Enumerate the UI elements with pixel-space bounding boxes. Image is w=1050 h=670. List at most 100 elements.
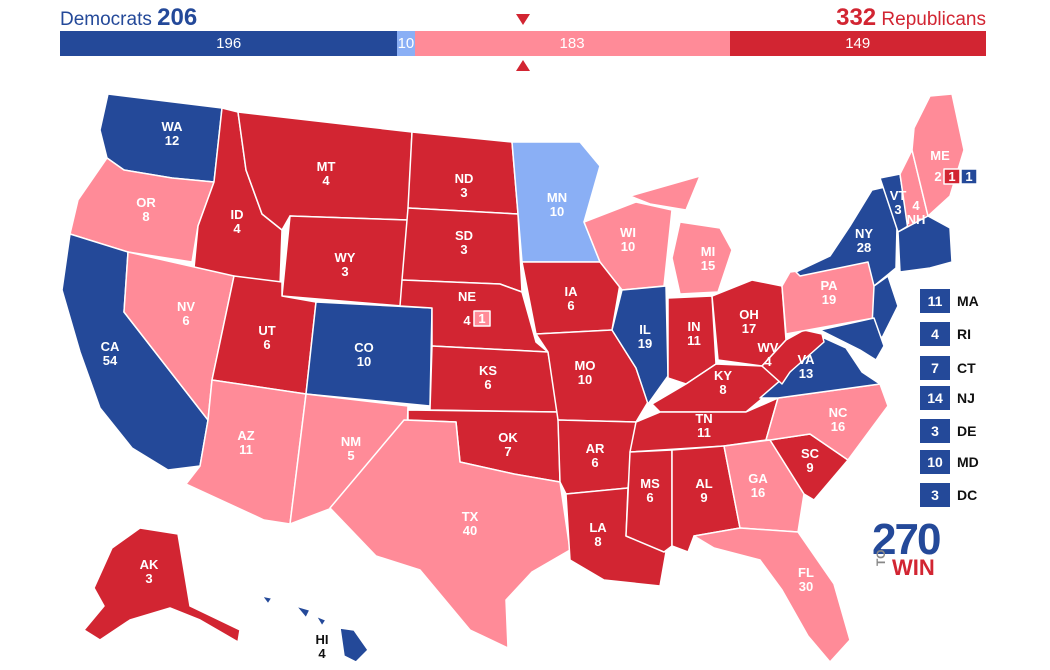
label-me-district-1: 1 xyxy=(948,169,955,184)
democrats-label: Democrats xyxy=(60,9,152,30)
label-az: AZ 11 xyxy=(237,428,254,457)
state-fl[interactable] xyxy=(693,527,851,663)
electoral-vote-bar: 196 10 183 149 xyxy=(60,31,986,56)
small-state-md[interactable]: 10 MD xyxy=(920,450,979,474)
state-abbr: RI xyxy=(957,326,971,342)
label-tx: TX 40 xyxy=(462,509,479,538)
270towin-logo[interactable]: 270 TO WIN xyxy=(872,515,941,580)
label-co: CO 10 xyxy=(354,340,374,369)
label-la: LA 8 xyxy=(589,520,607,549)
ev-box: 3 xyxy=(920,419,950,443)
logo-win: WIN xyxy=(892,555,935,580)
label-mn: MN 10 xyxy=(547,190,567,219)
small-state-dc[interactable]: 3 DC xyxy=(920,483,977,507)
democrats-total: 206 xyxy=(157,4,198,31)
bar-segment-safe-r[interactable]: 149 xyxy=(729,31,986,56)
label-ne: NE 4 xyxy=(458,289,476,328)
state-mi[interactable] xyxy=(629,175,733,295)
state-or[interactable] xyxy=(69,157,215,263)
state-abbr: MD xyxy=(957,454,979,470)
small-state-ma[interactable]: 11 MA xyxy=(920,289,979,313)
bar-segment-lean-d[interactable]: 10 xyxy=(397,31,415,56)
maine-district-1-box[interactable] xyxy=(943,168,961,185)
label-nv: NV 6 xyxy=(177,299,195,328)
small-state-ct[interactable]: 7 CT xyxy=(920,356,976,380)
label-ga: GA 16 xyxy=(748,471,768,500)
state-abbr: NJ xyxy=(957,390,975,406)
small-state-nj[interactable]: 14 NJ xyxy=(920,386,975,410)
ev-box: 10 xyxy=(920,450,950,474)
threshold-marker-top xyxy=(516,14,530,25)
label-wa: WA 12 xyxy=(162,119,184,148)
label-sc: SC 9 xyxy=(801,446,820,475)
bar-segment-lean-r[interactable]: 183 xyxy=(414,31,730,56)
label-in: IN 11 xyxy=(687,319,701,348)
label-mt: MT 4 xyxy=(317,159,336,188)
state-hi[interactable] xyxy=(261,595,369,663)
state-md-de[interactable] xyxy=(819,317,885,361)
state-abbr: CT xyxy=(957,360,976,376)
label-ks: KS 6 xyxy=(479,363,497,392)
ev-box: 4 xyxy=(920,322,950,346)
label-nd: ND 3 xyxy=(455,171,474,200)
label-or: OR 8 xyxy=(136,195,156,224)
small-state-de[interactable]: 3 DE xyxy=(920,419,976,443)
label-ne-district: 1 xyxy=(478,311,485,326)
state-ak[interactable] xyxy=(83,527,241,643)
label-al: AL 9 xyxy=(695,476,712,505)
label-hi: HI 4 xyxy=(316,632,329,661)
label-nh: 4 NH xyxy=(907,198,926,227)
republicans-total: 332 xyxy=(836,4,877,31)
logo-number: 270 xyxy=(872,515,941,564)
label-oh: OH 17 xyxy=(739,307,759,336)
state-abbr: DE xyxy=(957,423,977,439)
label-wy: WY 3 xyxy=(335,250,356,279)
bar-segment-safe-d[interactable]: 196 xyxy=(60,31,398,56)
label-ky: KY 8 xyxy=(714,368,732,397)
label-tn: TN 11 xyxy=(695,411,712,440)
state-abbr: MA xyxy=(957,293,979,309)
threshold-marker-bottom xyxy=(516,60,530,71)
label-me-district-2: 1 xyxy=(965,169,972,184)
label-mo: MO 10 xyxy=(575,358,596,387)
state-tx[interactable] xyxy=(329,419,571,649)
state-ms[interactable] xyxy=(625,449,673,553)
democrats-header: Democrats 206 xyxy=(60,4,197,32)
label-wi: WI 10 xyxy=(620,225,636,254)
label-ut: UT 6 xyxy=(258,323,275,352)
label-ca: CA 54 xyxy=(101,339,120,368)
small-state-ri[interactable]: 4 RI xyxy=(920,322,971,346)
state-il[interactable] xyxy=(611,285,669,405)
label-sd: SD 3 xyxy=(455,228,473,257)
label-ia: IA 6 xyxy=(565,284,579,313)
ev-box: 3 xyxy=(920,483,950,507)
state-new-england-small[interactable] xyxy=(897,215,953,273)
logo-to: TO xyxy=(874,549,888,566)
label-va: VA 13 xyxy=(797,352,815,381)
label-id: ID 4 xyxy=(231,207,244,236)
state-abbr: DC xyxy=(957,487,978,503)
label-me: ME 2 xyxy=(930,148,950,184)
label-ms: MS 6 xyxy=(640,476,660,505)
state-ia[interactable] xyxy=(521,261,621,335)
republicans-label: Republicans xyxy=(881,9,986,30)
label-mi: MI 15 xyxy=(701,244,715,273)
label-vt: VT 3 xyxy=(890,188,907,217)
label-fl: FL 30 xyxy=(798,565,814,594)
ev-box: 11 xyxy=(920,289,950,313)
label-ny: NY 28 xyxy=(855,226,873,255)
label-ar: AR 6 xyxy=(586,441,605,470)
label-nc: NC 16 xyxy=(829,405,848,434)
ev-box: 7 xyxy=(920,356,950,380)
label-il: IL 19 xyxy=(638,322,652,351)
label-wv: WV 4 xyxy=(758,340,779,369)
nebraska-district-box[interactable] xyxy=(473,310,491,327)
state-wv[interactable] xyxy=(761,329,825,385)
label-nm: NM 5 xyxy=(341,434,361,463)
state-ks[interactable] xyxy=(429,345,559,413)
maine-district-2-box[interactable] xyxy=(960,168,978,185)
republicans-header: 332 Republicans xyxy=(836,4,986,32)
ev-box: 14 xyxy=(920,386,950,410)
label-ok: OK 7 xyxy=(498,430,518,459)
